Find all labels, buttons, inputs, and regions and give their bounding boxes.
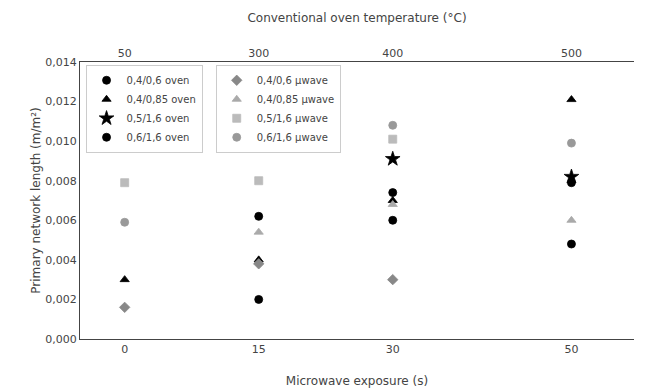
svg-text:0,5/1,6 μwave: 0,5/1,6 μwave <box>257 113 328 124</box>
svg-text:400: 400 <box>382 47 403 60</box>
svg-text:30: 30 <box>386 343 400 356</box>
svg-text:0,008: 0,008 <box>45 175 77 188</box>
svg-text:0,002: 0,002 <box>45 293 77 306</box>
svg-text:300: 300 <box>248 47 269 60</box>
svg-text:15: 15 <box>252 343 266 356</box>
svg-text:0,014: 0,014 <box>45 56 77 69</box>
svg-text:0: 0 <box>121 343 128 356</box>
svg-text:0,4/0,6 μwave: 0,4/0,6 μwave <box>257 75 328 86</box>
svg-text:0,000: 0,000 <box>45 333 77 346</box>
svg-text:0,006: 0,006 <box>45 214 77 227</box>
svg-text:0,004: 0,004 <box>45 254 77 267</box>
svg-text:Microwave exposure (s): Microwave exposure (s) <box>286 374 428 388</box>
svg-text:0,4/0,6 oven: 0,4/0,6 oven <box>127 75 190 86</box>
svg-text:0,010: 0,010 <box>45 135 77 148</box>
svg-text:Primary network length (m/m²): Primary network length (m/m²) <box>29 107 43 293</box>
svg-text:0,6/1,6 μwave: 0,6/1,6 μwave <box>257 132 328 143</box>
svg-text:0,4/0,85 μwave: 0,4/0,85 μwave <box>257 94 334 105</box>
svg-text:Conventional oven temperature: Conventional oven temperature (°C) <box>247 11 466 25</box>
svg-text:0,6/1,6 oven: 0,6/1,6 oven <box>127 132 190 143</box>
svg-text:50: 50 <box>564 343 578 356</box>
svg-text:0,4/0,85 oven: 0,4/0,85 oven <box>127 94 196 105</box>
svg-text:500: 500 <box>561 47 582 60</box>
svg-text:50: 50 <box>118 47 132 60</box>
svg-text:0,012: 0,012 <box>45 95 77 108</box>
svg-text:0,5/1,6 oven: 0,5/1,6 oven <box>127 113 190 124</box>
